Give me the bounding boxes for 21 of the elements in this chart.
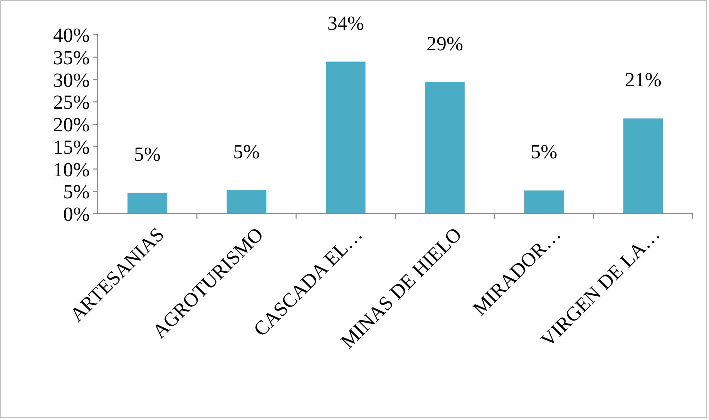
data-label: 5% <box>233 141 260 164</box>
data-label: 5% <box>530 142 558 164</box>
data-label: 34% <box>328 12 364 35</box>
y-tick-label: 5% <box>63 182 90 204</box>
y-tick-label: 30% <box>53 70 90 92</box>
bar <box>425 82 465 214</box>
y-tick-label: 0% <box>63 204 90 226</box>
y-tick-label: 35% <box>53 47 90 70</box>
bar <box>326 62 366 214</box>
bar <box>128 192 168 214</box>
y-tick-label: 15% <box>53 136 90 159</box>
bar <box>226 190 267 214</box>
data-label: 5% <box>134 144 161 166</box>
data-label: 21% <box>625 70 662 92</box>
y-tick-label: 40% <box>53 25 90 47</box>
bar <box>524 190 564 214</box>
y-tick-label: 10% <box>53 159 90 182</box>
bar <box>624 118 664 214</box>
data-label: 29% <box>426 33 464 56</box>
y-tick-label: 25% <box>53 92 90 114</box>
y-tick-label: 20% <box>53 114 90 136</box>
